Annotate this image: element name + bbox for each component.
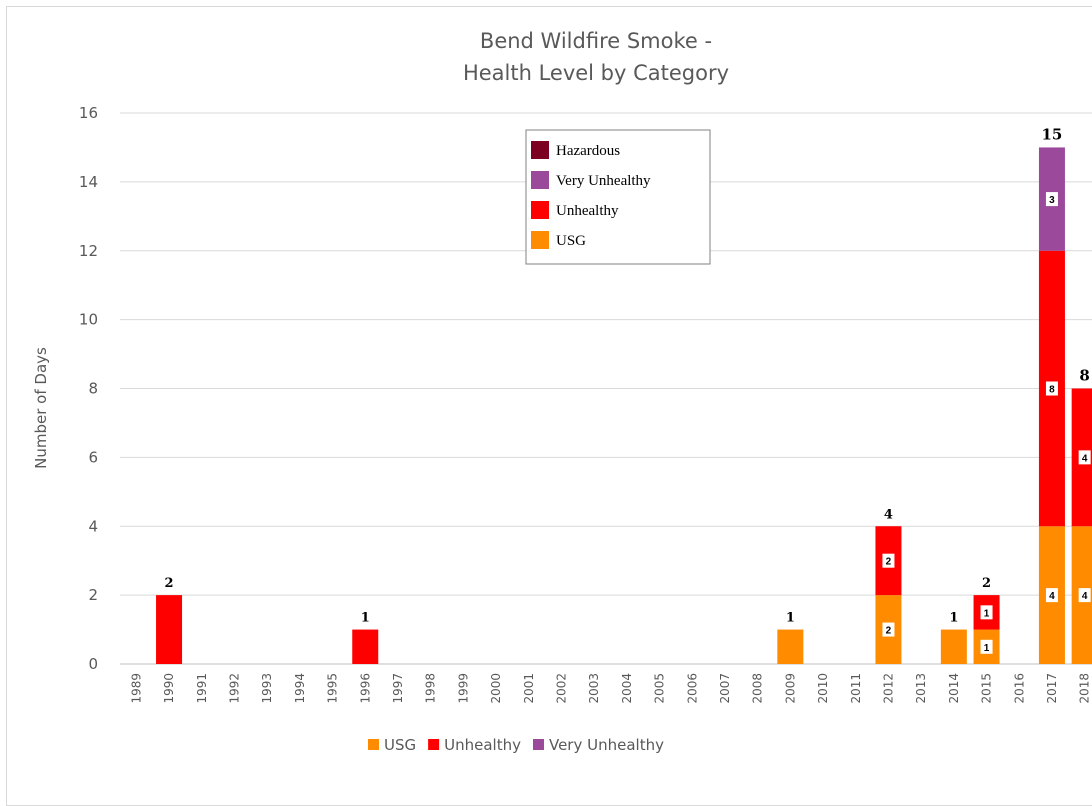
bar-segment bbox=[352, 629, 379, 664]
x-tick-label: 1995 bbox=[326, 673, 340, 704]
segment-label: 4 bbox=[1082, 453, 1088, 464]
x-tick-label: 2004 bbox=[620, 673, 634, 704]
x-tick-label: 1989 bbox=[129, 673, 143, 704]
segment-label-box bbox=[1078, 450, 1091, 465]
x-tick-label: 2018 bbox=[1078, 673, 1092, 704]
bar-segment bbox=[777, 629, 804, 664]
y-tick-label: 12 bbox=[79, 242, 98, 260]
legend-swatch bbox=[428, 739, 440, 750]
x-tick-label: 1991 bbox=[195, 673, 209, 704]
x-tick-label: 2002 bbox=[554, 673, 568, 704]
bar-segment bbox=[940, 629, 967, 664]
x-tick-label: 2001 bbox=[522, 673, 536, 704]
segment-label: 8 bbox=[1049, 385, 1055, 396]
segment-label-box bbox=[1045, 192, 1058, 207]
segment-label: 4 bbox=[1082, 591, 1088, 602]
y-tick-label: 8 bbox=[88, 380, 98, 398]
x-tick-label: 1999 bbox=[456, 673, 470, 704]
legend-swatch bbox=[531, 141, 549, 159]
x-tick-label: 2015 bbox=[980, 673, 994, 704]
x-axis-ticks: 1989 1990 1991 1992 1993 1994 1995 1996 1997 1998… bbox=[129, 673, 1091, 704]
y-tick-label: 0 bbox=[88, 655, 98, 673]
segment-label: 2 bbox=[886, 626, 892, 637]
total-label: 15 bbox=[1042, 125, 1063, 143]
segment-label-box bbox=[980, 605, 993, 620]
x-tick-label: 1992 bbox=[227, 673, 241, 704]
x-tick-label: 2000 bbox=[489, 673, 503, 704]
x-tick-label: 2005 bbox=[653, 673, 667, 704]
x-tick-label: 1997 bbox=[391, 673, 405, 704]
segment-label: 4 bbox=[1049, 591, 1055, 602]
x-tick-label: 2003 bbox=[587, 673, 601, 704]
legend-label: Very Unhealthy bbox=[556, 173, 651, 189]
segment-label: 1 bbox=[984, 643, 990, 654]
legend-label: USG bbox=[384, 736, 416, 754]
x-tick-label: 2012 bbox=[881, 673, 895, 704]
legend-inset: Hazardous Very Unhealthy Unhealthy USG bbox=[525, 129, 711, 265]
x-tick-label: 2011 bbox=[849, 673, 863, 704]
legend-swatch bbox=[531, 171, 549, 189]
total-label: 8 bbox=[1079, 367, 1089, 385]
segment-label-box bbox=[882, 622, 895, 637]
y-tick-label: 10 bbox=[79, 311, 98, 329]
legend-label: Very Unhealthy bbox=[549, 736, 664, 754]
y-tick-label: 14 bbox=[79, 173, 98, 191]
y-axis-ticks: 0 2 4 6 8 10 12 14 16 bbox=[79, 104, 98, 673]
segment-label-box bbox=[882, 553, 895, 568]
legend-inset-box bbox=[525, 129, 711, 265]
x-tick-label: 2008 bbox=[751, 673, 765, 704]
legend-swatch bbox=[368, 739, 379, 750]
x-tick-label: 2014 bbox=[947, 673, 961, 704]
total-label: 4 bbox=[884, 507, 893, 522]
y-axis-label: Number of Days bbox=[32, 347, 50, 469]
x-tick-label: 2006 bbox=[685, 673, 699, 704]
x-tick-label: 1994 bbox=[293, 673, 307, 704]
x-tick-label: 2007 bbox=[718, 673, 732, 704]
bars: 2 1 1 2 2 4 1 1 1 2 4 8 3 15 4 4 8 bbox=[156, 125, 1092, 664]
segment-label-box bbox=[980, 639, 993, 654]
bar-segment bbox=[156, 595, 183, 664]
segment-label-box bbox=[1045, 381, 1058, 396]
legend-label: Unhealthy bbox=[444, 736, 521, 754]
segment-label-box bbox=[1045, 588, 1058, 603]
segment-label-box bbox=[1078, 588, 1091, 603]
x-tick-label: 2013 bbox=[914, 673, 928, 704]
x-tick-label: 1996 bbox=[358, 673, 372, 704]
x-tick-label: 2010 bbox=[816, 673, 830, 704]
total-label: 1 bbox=[949, 611, 958, 626]
x-tick-label: 1993 bbox=[260, 673, 274, 704]
segment-label: 3 bbox=[1049, 195, 1055, 206]
chart-title-line-1: Bend Wildfire Smoke - bbox=[480, 29, 712, 53]
legend-swatch bbox=[532, 739, 544, 750]
total-label: 1 bbox=[786, 611, 795, 626]
legend-swatch bbox=[531, 201, 549, 219]
x-tick-label: 1990 bbox=[162, 673, 176, 704]
x-tick-label: 2016 bbox=[1012, 673, 1026, 704]
y-tick-label: 6 bbox=[88, 448, 98, 466]
x-tick-label: 1998 bbox=[424, 673, 438, 704]
y-tick-label: 16 bbox=[79, 104, 98, 122]
total-label: 2 bbox=[982, 576, 991, 591]
legend-label: Unhealthy bbox=[556, 203, 619, 219]
legend-swatch bbox=[531, 231, 549, 249]
legend-bottom: USG Unhealthy Very Unhealthy bbox=[368, 736, 664, 754]
segment-label: 1 bbox=[984, 608, 990, 619]
legend-label: Hazardous bbox=[556, 143, 620, 159]
total-label: 2 bbox=[165, 576, 174, 591]
x-tick-label: 2009 bbox=[783, 673, 797, 704]
legend-label: USG bbox=[556, 233, 586, 249]
y-tick-label: 4 bbox=[88, 517, 98, 535]
y-tick-label: 2 bbox=[88, 586, 98, 604]
total-label: 1 bbox=[361, 611, 370, 626]
chart-title-line-2: Health Level by Category bbox=[463, 61, 729, 85]
x-tick-label: 2017 bbox=[1045, 673, 1059, 704]
segment-label: 2 bbox=[886, 557, 892, 568]
